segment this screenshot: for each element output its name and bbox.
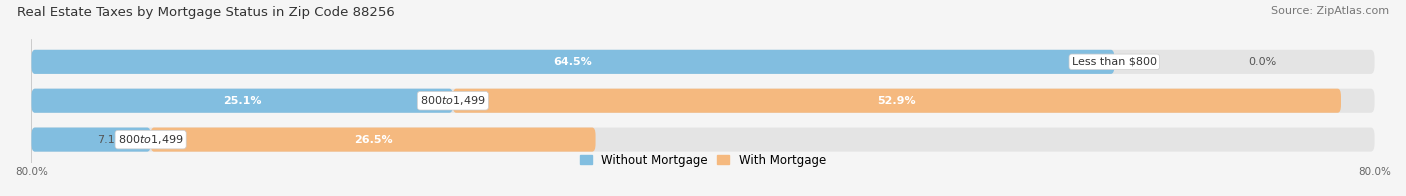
Text: Real Estate Taxes by Mortgage Status in Zip Code 88256: Real Estate Taxes by Mortgage Status in … bbox=[17, 6, 395, 19]
FancyBboxPatch shape bbox=[453, 89, 1341, 113]
Text: 64.5%: 64.5% bbox=[554, 57, 592, 67]
FancyBboxPatch shape bbox=[31, 128, 1375, 152]
FancyBboxPatch shape bbox=[31, 50, 1115, 74]
Legend: Without Mortgage, With Mortgage: Without Mortgage, With Mortgage bbox=[581, 154, 825, 167]
Text: $800 to $1,499: $800 to $1,499 bbox=[118, 133, 183, 146]
FancyBboxPatch shape bbox=[31, 128, 150, 152]
FancyBboxPatch shape bbox=[150, 128, 596, 152]
Text: Source: ZipAtlas.com: Source: ZipAtlas.com bbox=[1271, 6, 1389, 16]
Text: 52.9%: 52.9% bbox=[877, 96, 917, 106]
FancyBboxPatch shape bbox=[31, 89, 1375, 113]
FancyBboxPatch shape bbox=[31, 89, 453, 113]
Text: Less than $800: Less than $800 bbox=[1071, 57, 1157, 67]
Text: 26.5%: 26.5% bbox=[354, 135, 392, 145]
FancyBboxPatch shape bbox=[31, 50, 1375, 74]
Text: 25.1%: 25.1% bbox=[224, 96, 262, 106]
Text: 7.1%: 7.1% bbox=[97, 135, 125, 145]
Text: 0.0%: 0.0% bbox=[1249, 57, 1277, 67]
Text: $800 to $1,499: $800 to $1,499 bbox=[420, 94, 485, 107]
